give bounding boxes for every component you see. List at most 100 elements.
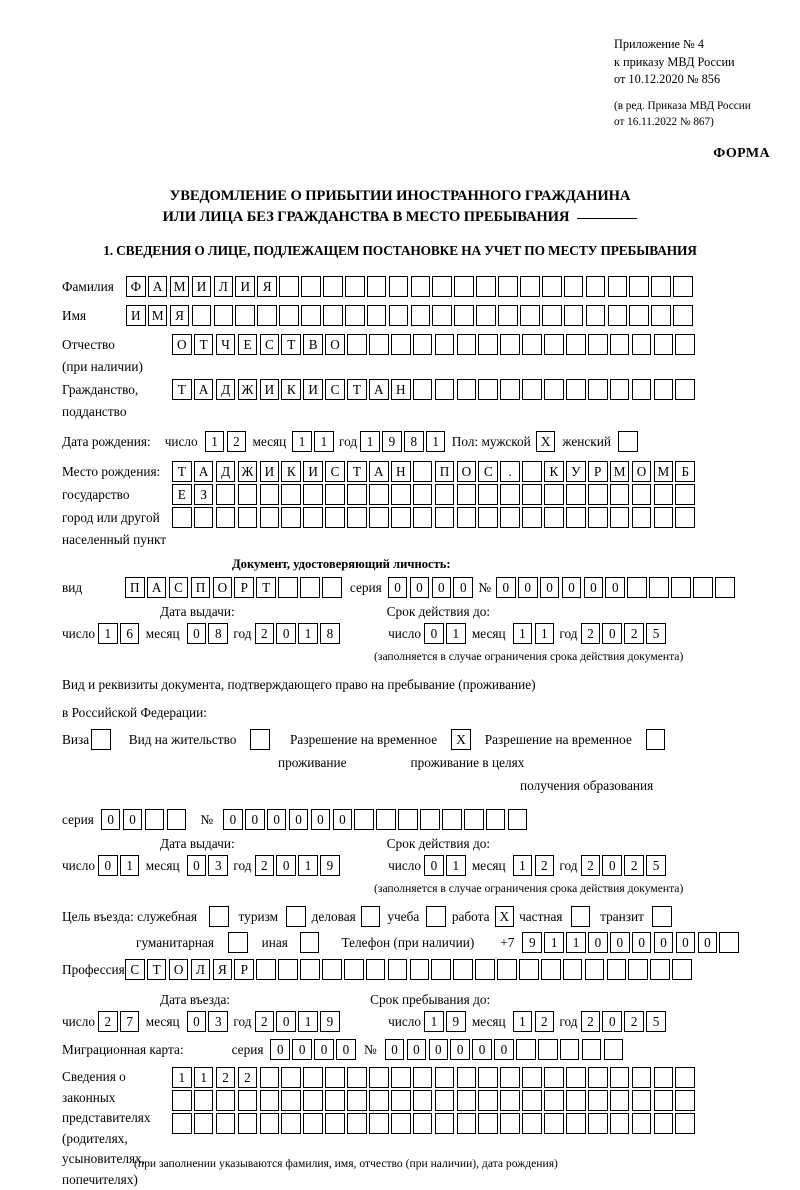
form-cell[interactable]: И — [260, 379, 280, 400]
form-cell[interactable] — [432, 276, 452, 297]
form-cell[interactable]: 8 — [208, 623, 228, 644]
form-cell[interactable] — [238, 1090, 258, 1111]
form-cell[interactable] — [376, 809, 396, 830]
form-cell[interactable]: А — [194, 379, 214, 400]
form-cell[interactable] — [588, 1090, 608, 1111]
form-cell[interactable]: 1 — [544, 932, 564, 953]
form-cell[interactable] — [719, 932, 739, 953]
form-cell[interactable] — [257, 305, 277, 326]
form-cell[interactable] — [454, 305, 474, 326]
form-cell[interactable] — [431, 959, 451, 980]
form-cell[interactable] — [566, 1113, 586, 1134]
form-cell[interactable]: 0 — [429, 1039, 449, 1060]
form-cell[interactable]: 7 — [120, 1011, 140, 1032]
form-cell[interactable] — [542, 305, 562, 326]
form-cell[interactable] — [281, 507, 301, 528]
form-cell[interactable]: 0 — [472, 1039, 492, 1060]
form-cell[interactable]: 0 — [292, 1039, 312, 1060]
form-cell[interactable]: 0 — [410, 577, 430, 598]
form-cell[interactable]: 1 — [424, 1011, 444, 1032]
form-cell[interactable] — [632, 1067, 652, 1088]
form-cell[interactable] — [391, 334, 411, 355]
form-cell[interactable]: 1 — [513, 1011, 533, 1032]
form-cell[interactable] — [194, 1090, 214, 1111]
form-cell[interactable] — [627, 577, 647, 598]
form-cell[interactable] — [671, 577, 691, 598]
purpose-other-checkbox[interactable] — [300, 932, 320, 953]
form-cell[interactable]: 2 — [255, 1011, 275, 1032]
form-cell[interactable]: 0 — [101, 809, 121, 830]
form-cell[interactable]: Я — [170, 305, 190, 326]
form-cell[interactable] — [673, 305, 693, 326]
form-cell[interactable] — [673, 276, 693, 297]
form-cell[interactable] — [216, 507, 236, 528]
form-cell[interactable] — [541, 959, 561, 980]
form-cell[interactable] — [629, 305, 649, 326]
form-cell[interactable] — [564, 305, 584, 326]
form-cell[interactable] — [566, 484, 586, 505]
form-cell[interactable] — [435, 1067, 455, 1088]
form-cell[interactable]: 9 — [320, 1011, 340, 1032]
form-cell[interactable] — [607, 959, 627, 980]
form-cell[interactable] — [432, 305, 452, 326]
form-cell[interactable]: Д — [216, 379, 236, 400]
form-cell[interactable] — [610, 507, 630, 528]
form-cell[interactable] — [654, 484, 674, 505]
form-cell[interactable]: А — [369, 461, 389, 482]
form-cell[interactable] — [413, 334, 433, 355]
form-cell[interactable] — [498, 276, 518, 297]
form-cell[interactable] — [435, 334, 455, 355]
form-cell[interactable] — [369, 1113, 389, 1134]
form-cell[interactable] — [442, 809, 462, 830]
form-cell[interactable] — [588, 379, 608, 400]
form-cell[interactable] — [435, 379, 455, 400]
form-cell[interactable]: 0 — [336, 1039, 356, 1060]
form-cell[interactable]: Д — [216, 461, 236, 482]
form-cell[interactable]: 0 — [123, 809, 143, 830]
form-cell[interactable] — [278, 959, 298, 980]
form-cell[interactable]: Ф — [126, 276, 146, 297]
form-cell[interactable]: 1 — [360, 431, 380, 452]
form-cell[interactable]: И — [126, 305, 146, 326]
form-cell[interactable]: Т — [172, 461, 192, 482]
form-cell[interactable] — [672, 959, 692, 980]
form-cell[interactable] — [325, 1090, 345, 1111]
form-cell[interactable] — [303, 507, 323, 528]
form-cell[interactable]: М — [610, 461, 630, 482]
form-cell[interactable] — [586, 276, 606, 297]
form-cell[interactable] — [464, 809, 484, 830]
form-cell[interactable]: З — [194, 484, 214, 505]
form-cell[interactable] — [345, 305, 365, 326]
form-cell[interactable]: Т — [281, 334, 301, 355]
form-cell[interactable] — [566, 1067, 586, 1088]
form-cell[interactable]: 0 — [562, 577, 582, 598]
form-cell[interactable] — [675, 334, 695, 355]
form-cell[interactable] — [544, 1113, 564, 1134]
form-cell[interactable]: 2 — [581, 1011, 601, 1032]
form-cell[interactable]: Т — [194, 334, 214, 355]
form-cell[interactable]: 0 — [223, 809, 243, 830]
form-cell[interactable] — [369, 1090, 389, 1111]
form-cell[interactable] — [303, 1090, 323, 1111]
form-cell[interactable] — [281, 484, 301, 505]
form-cell[interactable]: 2 — [624, 855, 644, 876]
form-cell[interactable]: С — [478, 461, 498, 482]
form-cell[interactable]: 0 — [407, 1039, 427, 1060]
form-cell[interactable] — [500, 1113, 520, 1134]
form-cell[interactable] — [522, 1067, 542, 1088]
form-cell[interactable]: А — [369, 379, 389, 400]
form-cell[interactable] — [260, 1090, 280, 1111]
form-cell[interactable]: 1 — [566, 932, 586, 953]
form-cell[interactable]: 0 — [605, 577, 625, 598]
form-cell[interactable] — [649, 577, 669, 598]
form-cell[interactable] — [675, 1113, 695, 1134]
